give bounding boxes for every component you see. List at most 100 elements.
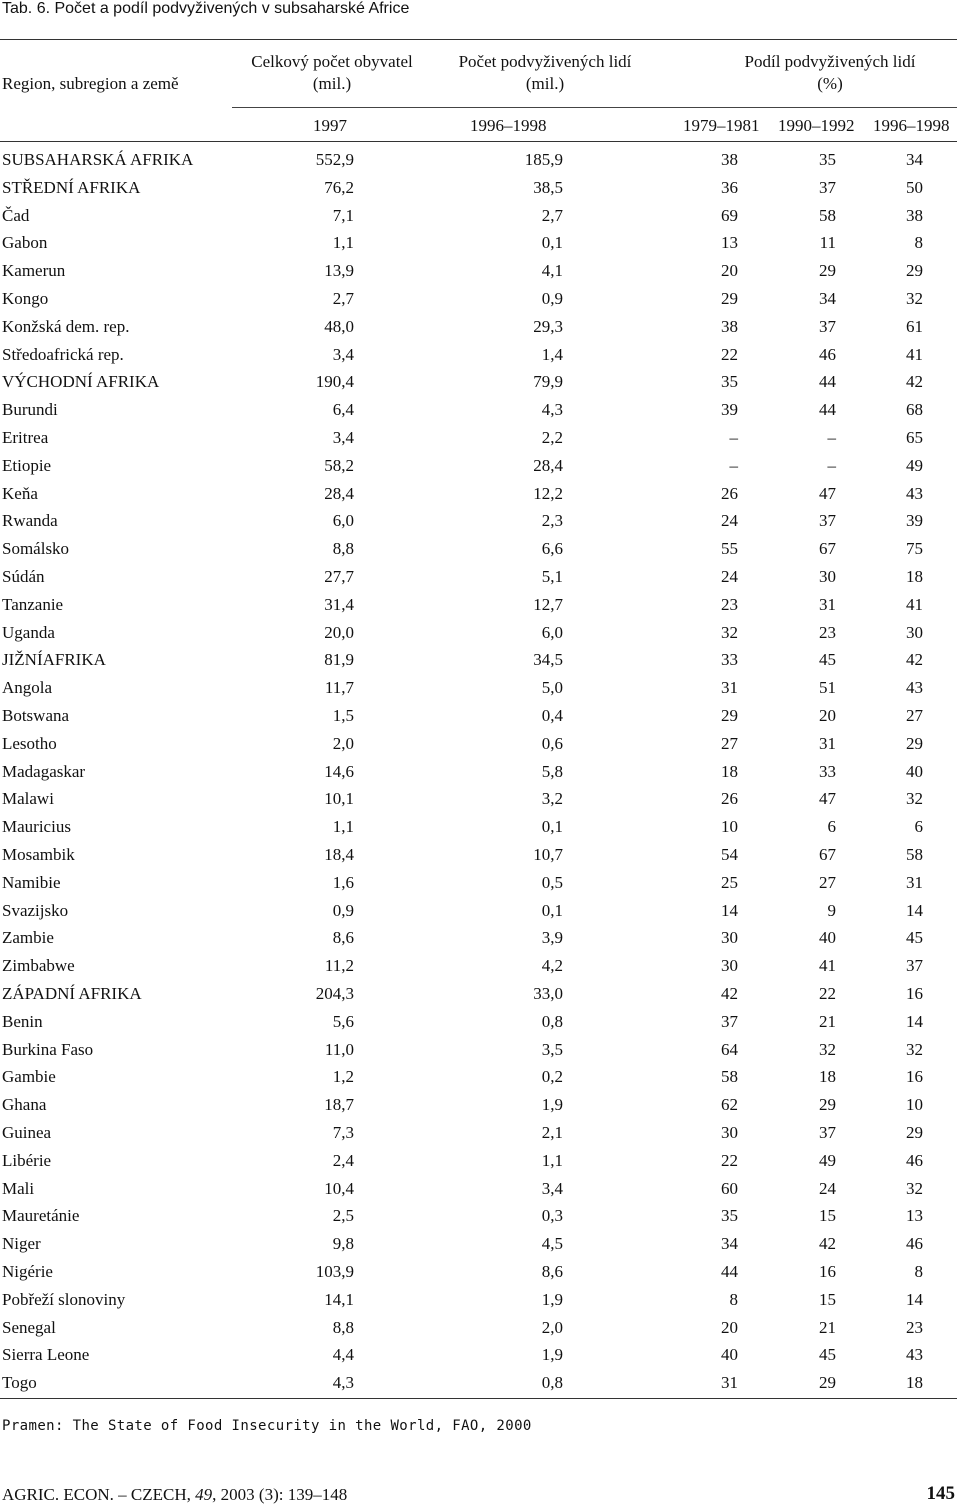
table-row: ZÁPADNÍ AFRIKA 204,3 33,0 42 22 16 — [0, 980, 960, 1008]
share-1979-1981: 33 — [721, 650, 738, 670]
share-1990-1992: 21 — [819, 1011, 836, 1031]
population-value: 0,9 — [332, 900, 354, 920]
population-value: 11,7 — [324, 678, 354, 698]
share-1979-1981: 62 — [721, 1095, 738, 1115]
header-population-line1: Celkový počet obyvatel — [251, 52, 413, 71]
population-value: 58,2 — [324, 455, 354, 475]
region-name: Togo — [2, 1373, 37, 1393]
share-1990-1992: 37 — [819, 177, 836, 197]
table-row: Kamerun 13,9 4,1 20 29 29 — [0, 257, 960, 285]
share-1996-1998: 43 — [906, 678, 923, 698]
undernourished-value: 3,4 — [541, 1178, 563, 1198]
share-1996-1998: 50 — [906, 177, 923, 197]
table-row: Čad 7,1 2,7 69 58 38 — [0, 202, 960, 230]
region-name: Nigérie — [2, 1262, 53, 1281]
population-value: 18,7 — [324, 1095, 354, 1115]
table-row: Mauretánie 2,5 0,3 35 15 13 — [0, 1202, 960, 1230]
share-1990-1992: 44 — [819, 372, 836, 392]
share-1979-1981: 34 — [721, 1234, 738, 1254]
year-share-3: 1996–1998 — [873, 116, 950, 135]
population-value: 3,4 — [332, 344, 354, 364]
population-value: 11,0 — [324, 1039, 354, 1059]
header-population: Celkový počet obyvatel (mil.) — [232, 51, 432, 95]
header-undernourished: Počet podvyživených lidí (mil.) — [435, 51, 655, 95]
share-1996-1998: 27 — [906, 706, 923, 725]
region-name: Guinea — [2, 1123, 52, 1142]
share-1979-1981: 42 — [721, 984, 738, 1003]
region-name: Namibie — [2, 872, 61, 892]
undernourished-value: 79,9 — [533, 372, 563, 392]
undernourished-value: 0,1 — [541, 817, 563, 837]
undernourished-value: 5,8 — [541, 761, 563, 781]
population-value: 48,0 — [324, 316, 354, 336]
share-1996-1998: 42 — [906, 650, 923, 670]
undernourished-value: 0,4 — [541, 706, 563, 725]
share-1979-1981: 29 — [721, 289, 738, 308]
share-1990-1992: 45 — [819, 1345, 836, 1365]
region-name: Čad — [2, 205, 30, 225]
share-1996-1998: 32 — [906, 789, 923, 809]
population-value: 20,0 — [324, 622, 354, 642]
undernourished-value: 1,9 — [541, 1095, 563, 1115]
share-1990-1992: 29 — [819, 261, 836, 281]
undernourished-value: 2,1 — [541, 1123, 563, 1142]
table-row: Mali 10,4 3,4 60 24 32 — [0, 1175, 960, 1203]
share-1990-1992: 49 — [819, 1150, 836, 1170]
share-1990-1992: 40 — [819, 928, 836, 948]
share-1979-1981: 36 — [721, 177, 738, 197]
region-name: ZÁPADNÍ AFRIKA — [2, 984, 142, 1003]
undernourished-value: 185,9 — [524, 150, 563, 169]
share-1979-1981: 31 — [721, 1373, 738, 1393]
table-row: Senegal 8,8 2,0 20 21 23 — [0, 1314, 960, 1342]
population-value: 7,3 — [332, 1123, 354, 1142]
share-1996-1998: 37 — [906, 956, 923, 976]
share-1996-1998: 42 — [906, 372, 923, 392]
table-row: Somálsko 8,8 6,6 55 67 75 — [0, 535, 960, 563]
undernourished-value: 1,4 — [541, 344, 563, 364]
population-value: 11,2 — [324, 956, 354, 976]
share-1996-1998: 61 — [906, 316, 923, 336]
share-1990-1992: 37 — [819, 1123, 836, 1142]
region-name: Zambie — [2, 928, 54, 948]
table-row: STŘEDNÍ AFRIKA 76,2 38,5 36 37 50 — [0, 174, 960, 202]
undernourished-value: 0,8 — [541, 1373, 563, 1393]
region-name: Zimbabwe — [2, 956, 75, 976]
share-1990-1992: 41 — [819, 956, 836, 976]
population-value: 8,8 — [332, 539, 354, 559]
header-share-line1: Podíl podvyživených lidí — [744, 52, 916, 71]
share-1996-1998: 32 — [906, 1039, 923, 1059]
share-1979-1981: 30 — [721, 928, 738, 948]
undernourished-value: 6,0 — [541, 622, 563, 642]
population-value: 4,4 — [332, 1345, 354, 1365]
share-1979-1981: 37 — [721, 1011, 738, 1031]
share-1990-1992: 42 — [819, 1234, 836, 1254]
share-1990-1992: – — [827, 428, 837, 447]
table-row: JIŽNÍAFRIKA 81,9 34,5 33 45 42 — [0, 646, 960, 674]
region-name: Lesotho — [2, 733, 57, 753]
table-row: SUBSAHARSKÁ AFRIKA 552,9 185,9 38 35 34 — [0, 146, 960, 174]
population-value: 14,1 — [324, 1289, 354, 1309]
share-1990-1992: 15 — [819, 1206, 836, 1226]
share-1996-1998: 13 — [906, 1206, 923, 1226]
share-1979-1981: 26 — [721, 483, 738, 503]
header-share-line2: (%) — [817, 74, 843, 93]
population-value: 1,5 — [332, 706, 354, 725]
share-1979-1981: 26 — [721, 789, 738, 809]
population-value: 190,4 — [315, 372, 354, 392]
share-1979-1981: 20 — [721, 1317, 738, 1337]
population-value: 103,9 — [315, 1262, 354, 1281]
share-1979-1981: 30 — [721, 1123, 738, 1142]
footer-citation: AGRIC. ECON. – CZECH, 49, 2003 (3): 139–… — [2, 1485, 347, 1505]
share-1990-1992: 46 — [819, 344, 836, 364]
table-row: Guinea 7,3 2,1 30 37 29 — [0, 1119, 960, 1147]
share-1990-1992: 29 — [819, 1373, 836, 1393]
share-1996-1998: 14 — [906, 900, 923, 920]
year-share-1: 1979–1981 — [683, 116, 760, 135]
region-name: Mauretánie — [2, 1206, 80, 1226]
table-row: Uganda 20,0 6,0 32 23 30 — [0, 619, 960, 647]
undernourished-value: 4,1 — [541, 261, 563, 281]
share-1996-1998: 58 — [906, 845, 923, 864]
region-name: Niger — [2, 1234, 41, 1254]
share-1996-1998: 14 — [906, 1289, 923, 1309]
share-1990-1992: 24 — [819, 1178, 836, 1198]
